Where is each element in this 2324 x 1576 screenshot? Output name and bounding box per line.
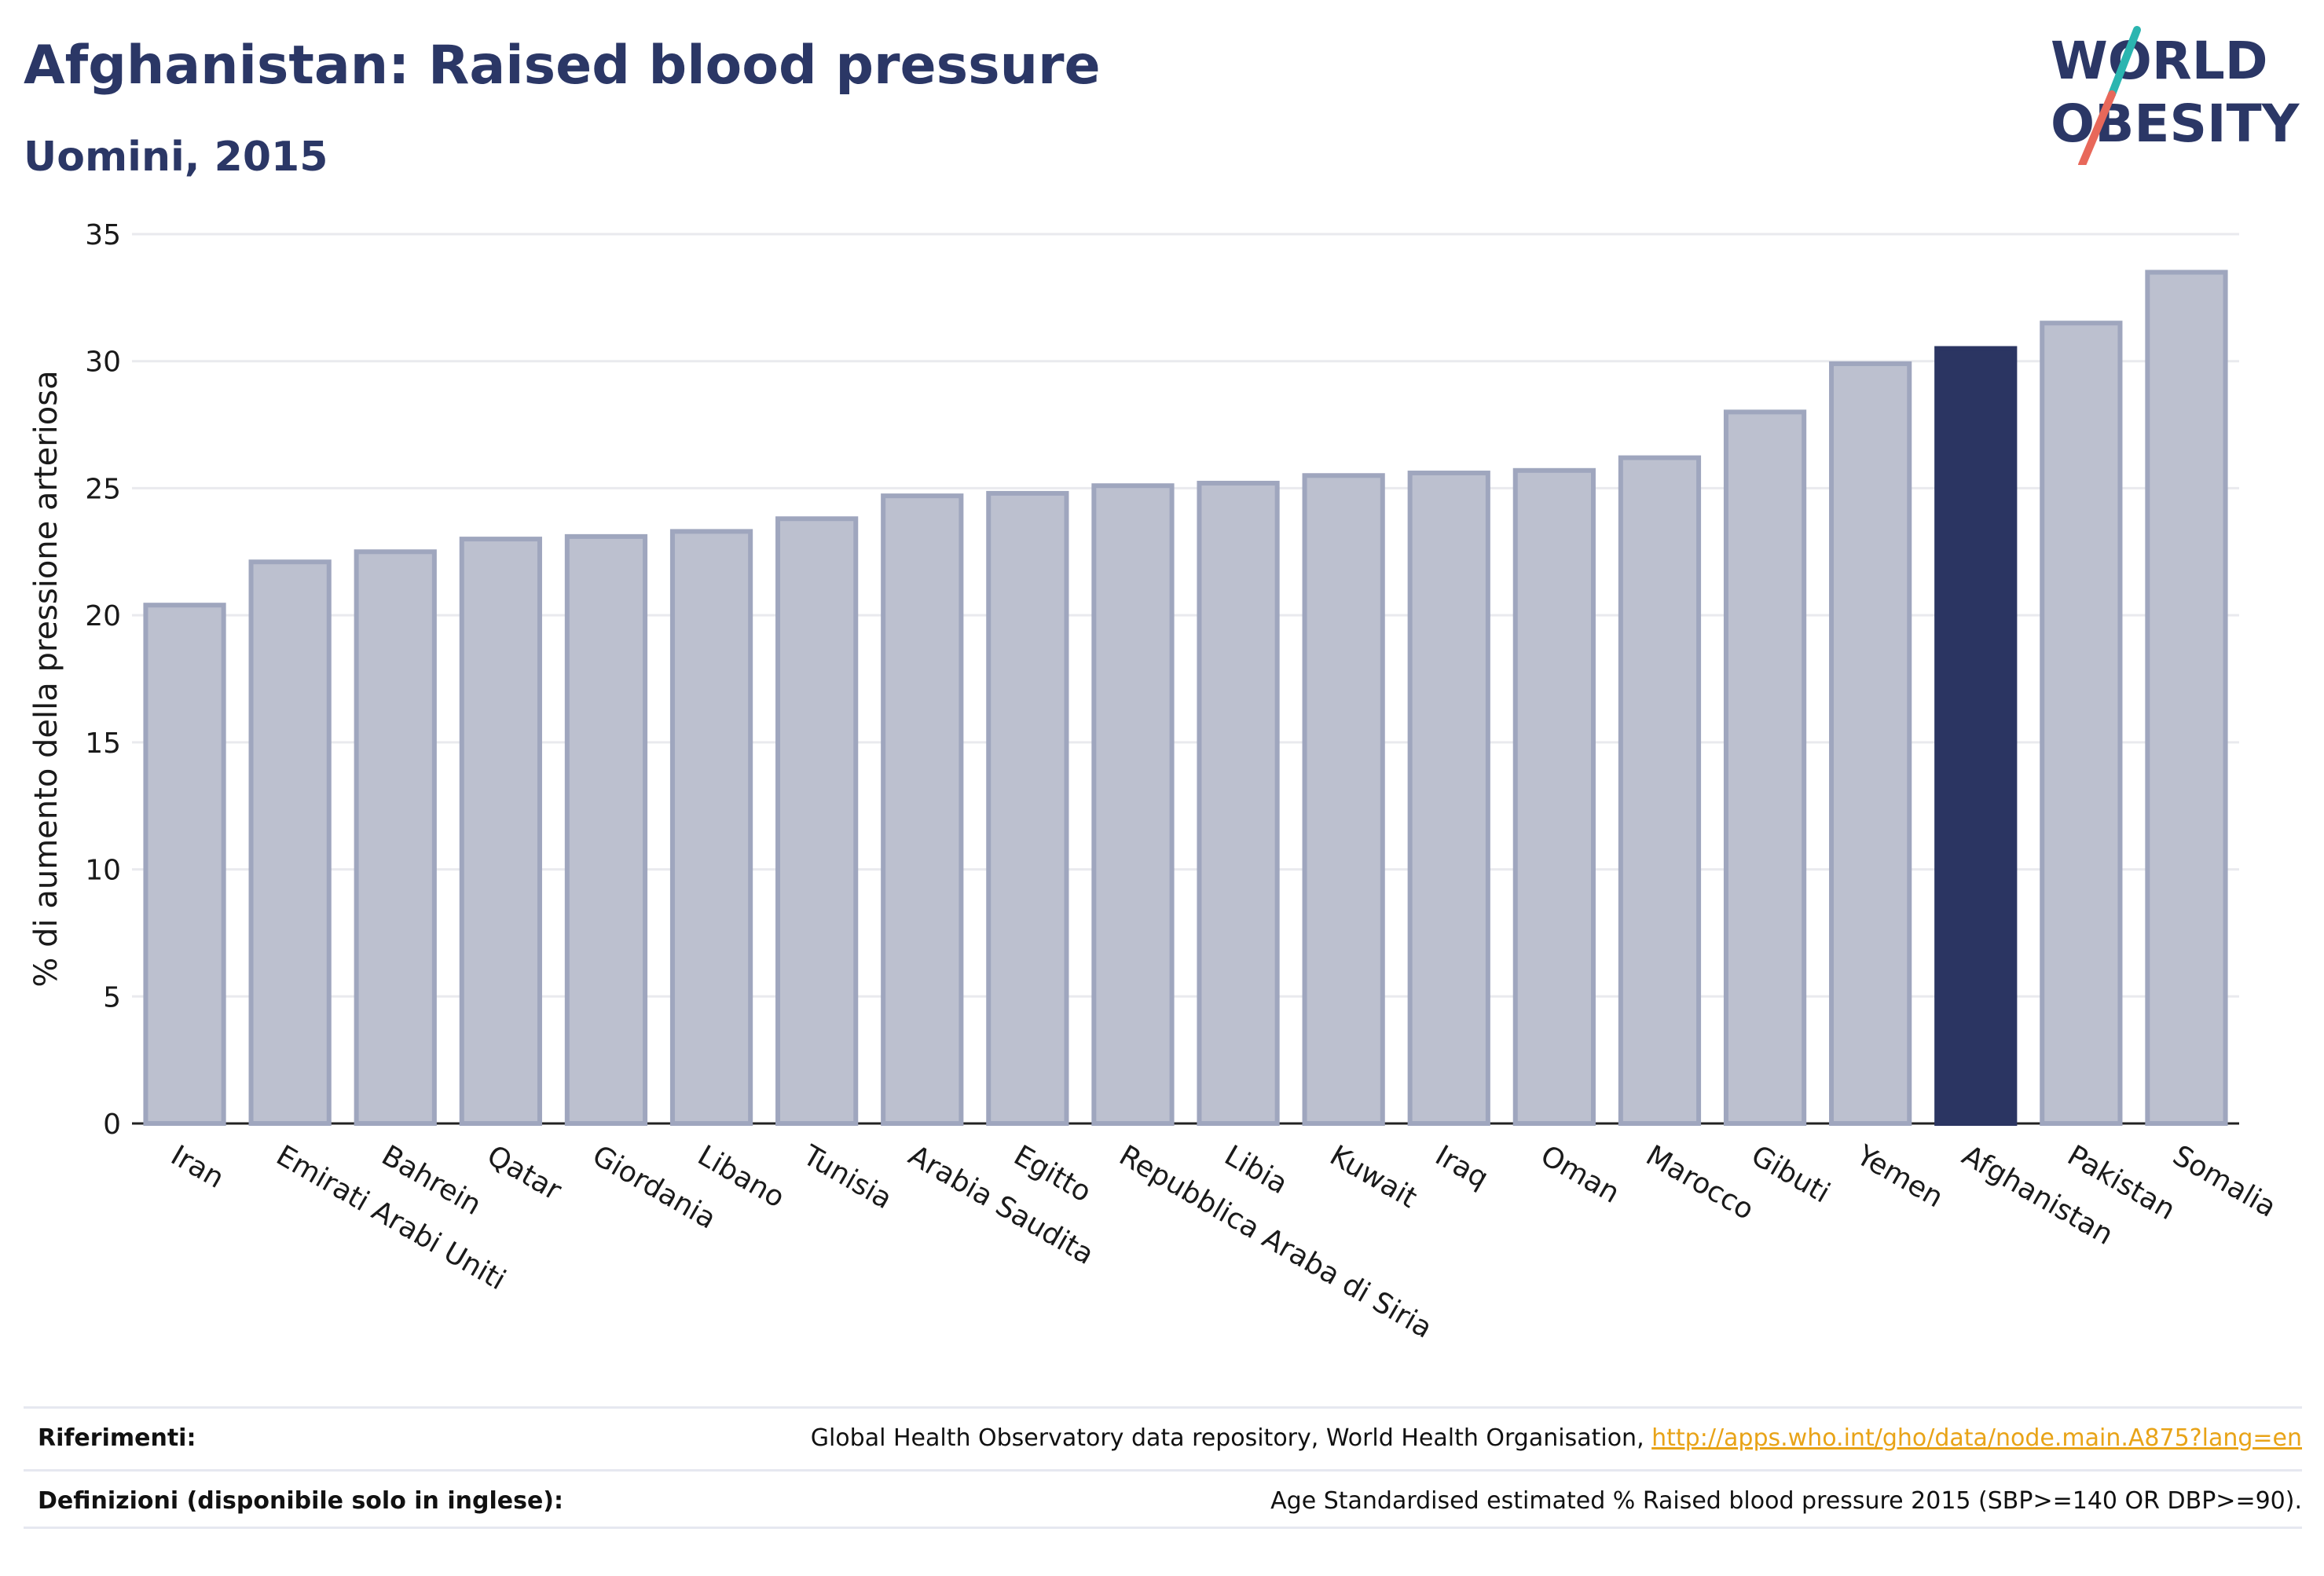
chart-title: Afghanistan: Raised blood pressure [24,35,1101,97]
bar [2040,321,2123,1126]
logo-slash-teal [2108,26,2141,98]
x-tick-label: Oman [1535,1139,1625,1210]
definitions-text: Age Standardised estimated % Raised bloo… [1270,1487,2302,1515]
y-tick-label: 10 [85,855,121,887]
bar [669,529,753,1126]
logo-line1: WORLD [2051,31,2268,91]
x-tick-label: Gibuti [1746,1139,1835,1209]
bar-chart: 0 5 10 15 20 25 30 35 % di aumento della pressio… [28,219,2282,1345]
bar [1197,480,1280,1126]
x-tick-label: Kuwait [1325,1139,1423,1215]
x-tick-label: Libia [1219,1139,1293,1200]
references-value: Global Health Observatory data repositor… [811,1424,2302,1452]
x-tick-label: Somalia [2167,1139,2281,1224]
bar [1407,471,1490,1127]
bar [1302,473,1385,1126]
y-tick-label: 20 [85,600,121,632]
bar [1091,483,1175,1126]
y-tick-label: 5 [103,981,121,1013]
footer-references-row: Riferimenti: Global Health Observatory d… [24,1406,2302,1464]
x-tick-label: Marocco [1640,1139,1759,1226]
bar [986,490,1069,1126]
bar [775,516,859,1126]
x-tick-label: Yemen [1850,1139,1948,1215]
y-tick-label: 25 [85,473,121,505]
y-tick-label: 15 [85,728,121,760]
bar [1723,409,1807,1126]
bar [1618,455,1702,1127]
bar [564,533,648,1126]
logo-slash-coral [2078,90,2116,165]
definitions-label: Definizioni (disponibile solo in inglese… [38,1487,563,1515]
x-tick-label: Qatar [482,1139,566,1207]
x-tick-label: Arabia Saudita [903,1139,1099,1271]
y-tick-label: 30 [85,346,121,379]
bar [143,603,226,1126]
bar [1829,361,1912,1127]
x-tick-label: Iraq [1430,1139,1494,1195]
references-text: Global Health Observatory data repositor… [810,1424,1652,1452]
bar [881,493,964,1127]
bar [354,549,437,1126]
x-tick-label: Iran [166,1139,229,1195]
bar [248,559,332,1127]
references-link[interactable]: http://apps.who.int/gho/data/node.main.A… [1651,1424,2302,1452]
x-tick-label: Tunisia [797,1139,897,1215]
bar [1934,346,2018,1127]
y-tick-label: 35 [85,219,121,251]
world-obesity-logo: WORLD OBESITY [2051,26,2300,165]
y-tick-label: 0 [103,1109,121,1141]
chart-subtitle: Uomini, 2015 [24,134,328,181]
references-label: Riferimenti: [38,1424,196,1452]
footer-definitions-row: Definizioni (disponibile solo in inglese… [24,1469,2302,1529]
bar [459,537,542,1127]
y-axis-label: % di aumento della pressione arteriosa [28,370,64,987]
bar [2145,269,2228,1126]
bar [1512,467,1596,1126]
